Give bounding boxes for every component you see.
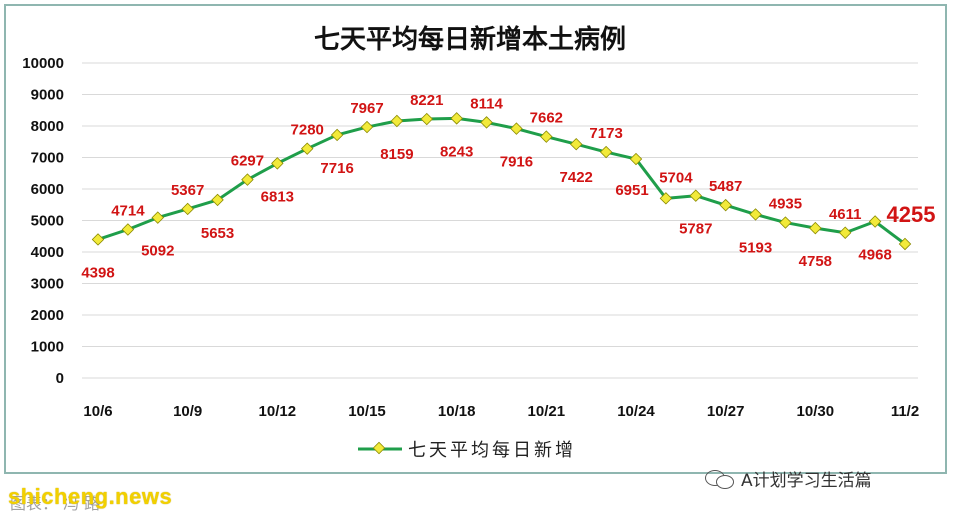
data-label: 5487 [709,178,742,195]
data-label: 4758 [799,253,832,270]
data-label: 5092 [141,243,174,260]
data-point [898,237,912,251]
legend-label: 七天平均每日新增 [408,440,576,461]
chart-title: 七天平均每日新增本土病例 [314,24,626,55]
data-point [271,157,284,170]
y-axis: 0 1000 2000 3000 4000 5000 6000 7000 8000 9000 100… [22,55,64,387]
x-tick-label: 10/30 [797,403,835,420]
y-tick-label: 0 [56,370,64,387]
chart-frame [4,4,947,474]
data-label: 4714 [111,203,145,220]
data-label: 7173 [589,125,622,142]
x-tick-label: 10/9 [173,403,202,420]
data-label: 6951 [615,182,648,199]
data-point [809,221,822,235]
x-tick-label: 10/18 [438,403,476,420]
data-point [450,112,463,125]
data-point [510,122,523,135]
x-tick-label: 10/6 [83,403,112,420]
y-tick-label: 6000 [31,181,64,198]
data-point [241,173,254,186]
site-watermark: shicheng.news [8,484,173,509]
data-label: 5367 [171,182,204,199]
data-label: 8159 [380,146,413,163]
y-tick-label: 10000 [22,55,64,72]
x-tick-label: 10/21 [528,403,566,420]
data-labels: 4398 4714 5092 5367 5653 6297 6813 7280 7716 7967… [81,92,935,281]
data-point [330,128,344,142]
data-point [540,130,553,143]
data-point [480,116,493,129]
data-label: 5193 [739,239,772,256]
y-tick-label: 1000 [31,339,64,356]
data-label: 4611 [829,206,862,223]
data-label: 7422 [560,169,593,186]
wechat-icon [705,468,735,490]
x-tick-label: 10/24 [617,403,655,420]
data-label: 4968 [858,247,891,264]
data-label: 8243 [440,143,473,160]
data-point [390,114,404,128]
data-label: 6813 [261,188,294,205]
x-tick-label: 10/27 [707,403,745,420]
y-tick-label: 2000 [31,307,64,324]
data-point [300,142,314,155]
x-tick-label: 11/2 [891,403,919,420]
data-point [569,137,583,151]
x-axis: 10/6 10/9 10/12 10/15 10/18 10/21 10/24 10/27 10… [83,403,919,420]
x-tick-label: 10/15 [348,403,386,420]
data-point [121,223,135,236]
data-point [629,152,643,166]
data-point [420,112,434,126]
data-label: 5787 [679,221,712,238]
y-tick-label: 9000 [31,87,64,104]
data-label: 7967 [350,100,383,117]
y-tick-label: 7000 [31,150,64,167]
data-label: 5704 [659,169,693,186]
legend-marker [372,441,386,455]
y-tick-label: 4000 [31,244,64,261]
watermark: A计划学习生活篇 [705,466,872,491]
y-tick-label: 5000 [31,213,64,230]
data-label: 4398 [81,264,114,281]
y-tick-label: 8000 [31,118,64,135]
data-point [659,192,673,205]
series-layer [91,112,912,251]
data-label: 4935 [769,196,802,213]
data-point [779,216,792,229]
data-label: 7662 [530,110,563,127]
legend: 七天平均每日新增 [358,440,576,461]
data-label: 7916 [500,154,533,171]
y-tick-label: 3000 [31,276,64,293]
data-point [151,211,165,224]
series-line [97,116,906,246]
data-point [689,189,703,202]
data-point [360,120,374,134]
data-point [599,145,613,159]
x-tick-label: 10/12 [259,403,297,420]
data-point [211,193,224,207]
data-point [838,226,852,239]
data-point [868,215,882,228]
data-point [749,208,762,221]
data-label: 4255 [887,202,936,227]
data-label: 8114 [470,95,503,112]
data-label: 7280 [291,122,324,139]
data-label: 8221 [410,92,443,109]
data-point [719,198,732,212]
source-credit: 图表： 冯 路 [10,494,101,513]
data-label: 5653 [201,225,234,242]
data-point [181,202,194,216]
data-label: 7716 [320,160,353,177]
data-label: 6297 [231,153,264,170]
data-point [91,233,105,246]
watermark-text: A计划学习生活篇 [741,471,872,491]
